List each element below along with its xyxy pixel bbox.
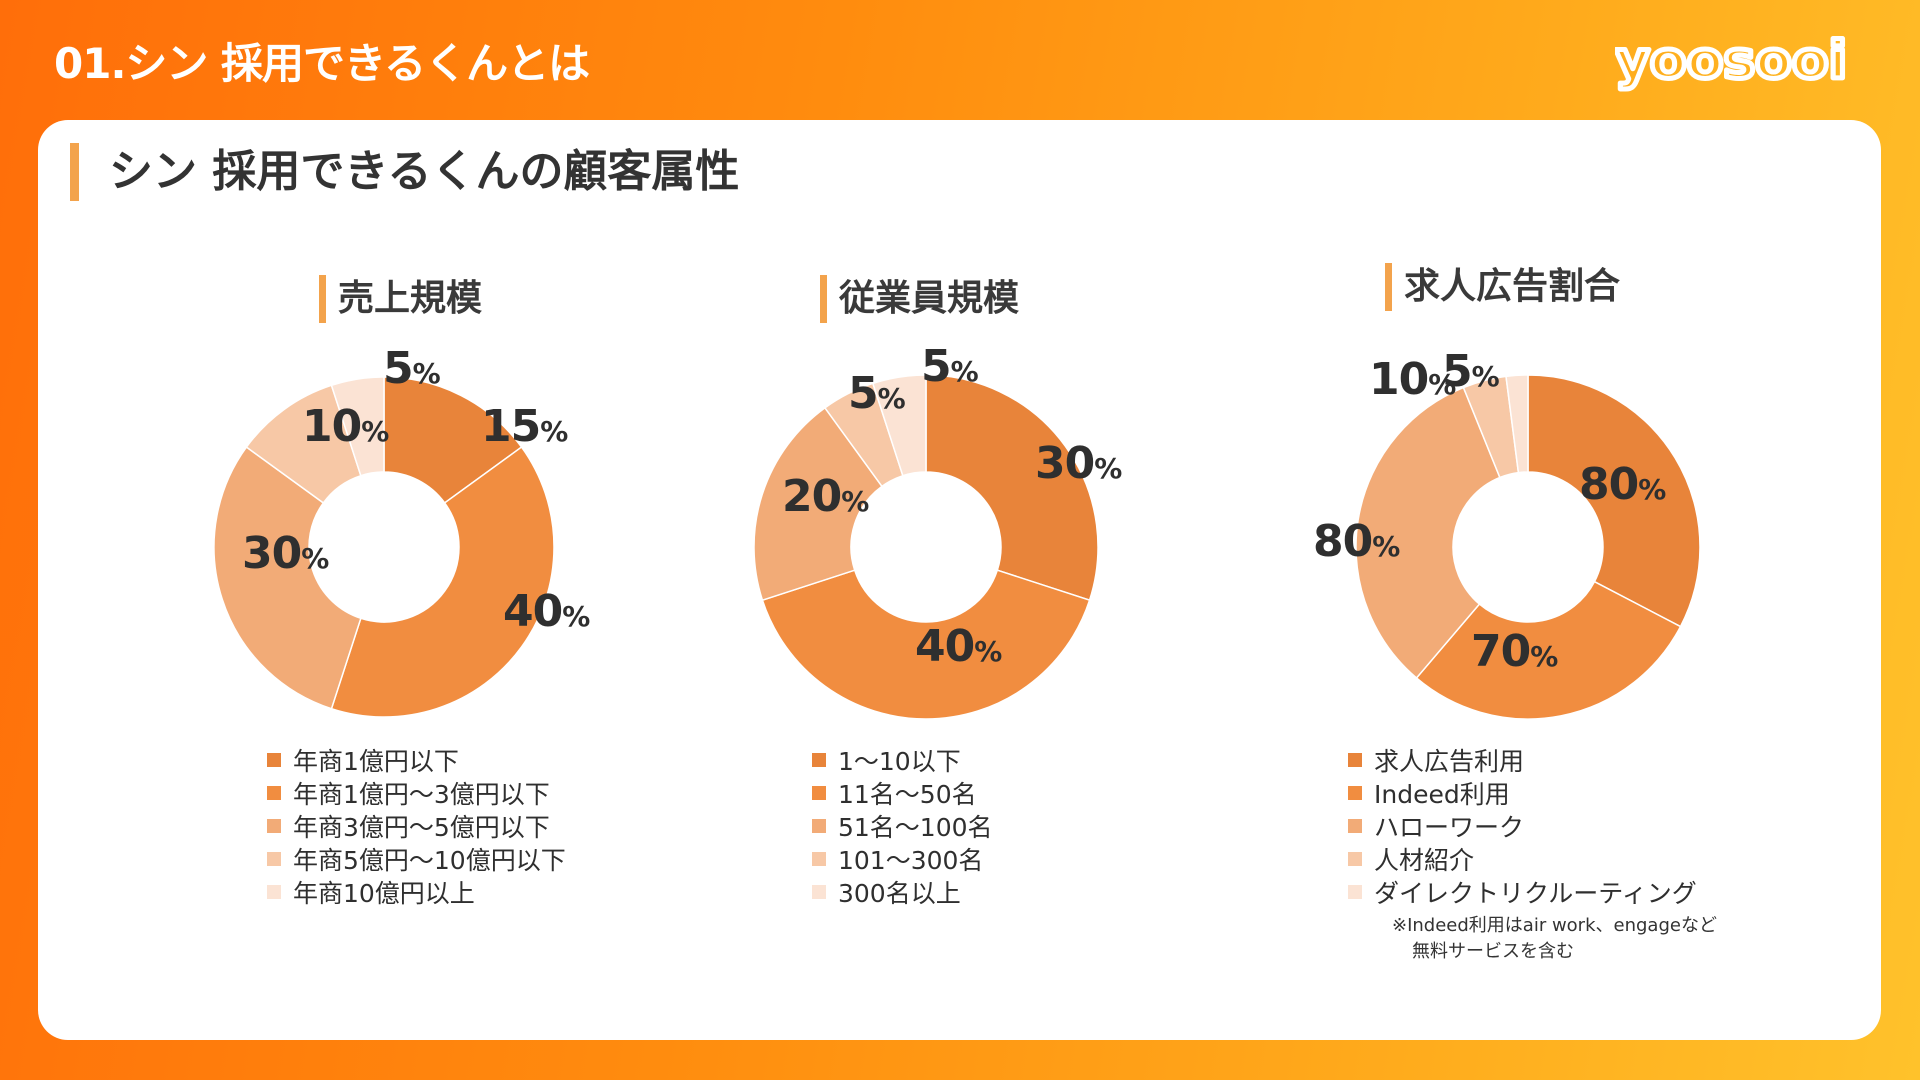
data-label: 40% (503, 586, 591, 637)
footnote-line: 無料サービスを含む (1412, 941, 1574, 962)
page-title: 01.シン 採用できるくんとは (54, 39, 590, 88)
legend: 求人広告利用 Indeed利用 ハローワーク 人材紹介 ダイレクトリクルーティン… (1348, 743, 1697, 908)
donut-slice (1415, 580, 1682, 720)
legend-swatch (267, 884, 281, 899)
legend-swatch (1348, 752, 1362, 767)
data-label: 30% (242, 528, 330, 579)
legend-swatch (812, 884, 826, 899)
donut-slice (213, 446, 362, 710)
legend-item: Indeed利用 (1348, 776, 1697, 809)
section-title: シン 採用できるくんの顧客属性 (70, 143, 739, 201)
legend-swatch (267, 851, 281, 866)
content-card: シン 採用できるくんの顧客属性 売上規模 15% 40% 30% 10% 5% … (38, 120, 1881, 1040)
chart-employee-scale: 従業員規模 30% 40% 20% 5% 5% 1〜10以下 11名〜50名 5… (713, 120, 1273, 1040)
donut-slice (761, 569, 1091, 720)
data-label: 70% (1471, 626, 1559, 677)
donut-slice (1527, 374, 1701, 628)
legend-item: 1〜10以下 (812, 743, 993, 776)
chart-job-ad-ratio: 求人広告割合 80% 70% 80% 10% 5% 求人広告利用 Indeed利… (1250, 120, 1810, 1040)
data-label: 40% (915, 621, 1003, 672)
legend-item: 51名〜100名 (812, 809, 993, 842)
legend-item: 年商10億円以上 (267, 875, 566, 908)
donut-slice (925, 374, 1099, 602)
data-label: 5% (848, 368, 906, 419)
chart-title: 求人広告割合 (1385, 263, 1620, 311)
legend-swatch (1348, 851, 1362, 866)
legend-item: ハローワーク (1348, 809, 1697, 842)
data-label: 10% (1369, 354, 1457, 405)
chart-sales-scale: 売上規模 15% 40% 30% 10% 5% 年商1億円以下 年商1億円〜3億… (178, 120, 738, 1040)
data-label: 30% (1035, 438, 1123, 489)
legend: 年商1億円以下 年商1億円〜3億円以下 年商3億円〜5億円以下 年商5億円〜10… (267, 743, 566, 908)
donut-slice (1355, 386, 1501, 680)
legend-item: 11名〜50名 (812, 776, 993, 809)
donut-slice (871, 374, 927, 477)
legend-item: 101〜300名 (812, 842, 993, 875)
legend-swatch (1348, 818, 1362, 833)
data-label: 5% (383, 343, 441, 394)
chart-title: 売上規模 (319, 275, 482, 323)
donut-slice (1505, 374, 1529, 474)
legend-item: ダイレクトリクルーティング (1348, 875, 1697, 908)
brand-logo-text: yoosooi (1615, 34, 1847, 91)
legend: 1〜10以下 11名〜50名 51名〜100名 101〜300名 300名以上 (812, 743, 993, 908)
legend-swatch (267, 785, 281, 800)
data-label: 5% (921, 341, 979, 392)
legend-swatch (267, 818, 281, 833)
data-label: 20% (782, 471, 870, 522)
legend-item: 人材紹介 (1348, 842, 1697, 875)
legend-item: 300名以上 (812, 875, 993, 908)
data-label: 80% (1313, 516, 1401, 567)
donut-chart (1355, 374, 1701, 720)
donut-slice (330, 446, 555, 718)
data-label: 80% (1579, 459, 1667, 510)
legend-item: 年商1億円〜3億円以下 (267, 776, 566, 809)
legend-item: 年商5億円〜10億円以下 (267, 842, 566, 875)
legend-swatch (812, 851, 826, 866)
chart-title: 従業員規模 (820, 275, 1019, 323)
legend-swatch (1348, 884, 1362, 899)
brand-logo: yoosooi (1615, 34, 1850, 94)
legend-swatch (812, 785, 826, 800)
donut-slice (330, 376, 385, 477)
legend-swatch (267, 752, 281, 767)
data-label: 15% (481, 401, 569, 452)
footnote-line: ※Indeed利用はair work、engageなど (1392, 915, 1717, 936)
data-label: 5% (1442, 346, 1500, 397)
data-label: 10% (302, 401, 390, 452)
donut-chart (213, 376, 555, 718)
legend-swatch (812, 752, 826, 767)
legend-swatch (1348, 785, 1362, 800)
legend-item: 年商1億円以下 (267, 743, 566, 776)
donut-chart (753, 374, 1099, 720)
legend-swatch (812, 818, 826, 833)
legend-item: 求人広告利用 (1348, 743, 1697, 776)
donut-slice (753, 406, 883, 602)
footnote: ※Indeed利用はair work、engageなど 無料サービスを含む (1392, 913, 1717, 965)
legend-item: 年商3億円〜5億円以下 (267, 809, 566, 842)
